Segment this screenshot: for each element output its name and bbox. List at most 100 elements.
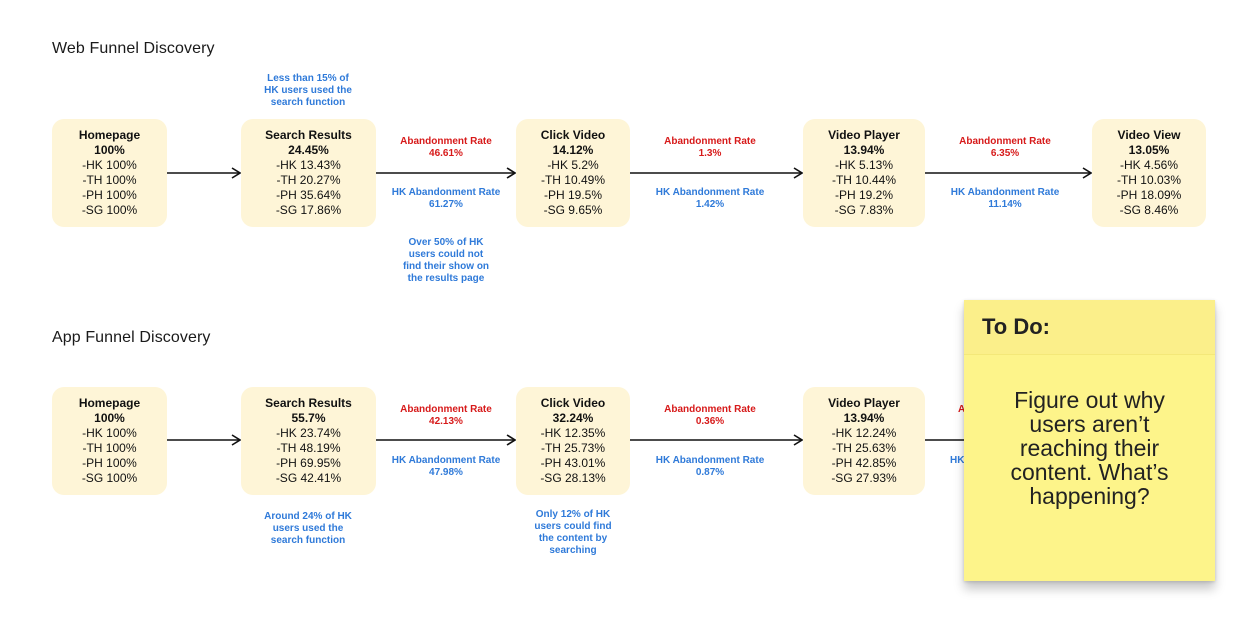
rate-value: 6.35% [990, 148, 1020, 159]
note-line: Over 50% of HK [408, 237, 484, 248]
node-row: -HK 12.35% [540, 426, 606, 440]
app-abandonment-rate-3-partial: A [958, 404, 966, 415]
rate-value: 42.13% [429, 416, 463, 427]
app-node-click-video: Click Video 32.24% -HK 12.35% -TH 25.73%… [516, 387, 630, 495]
rate-label: HK Abandonment Rate [391, 455, 501, 466]
sticky-note-line: users aren’t [1029, 411, 1150, 437]
node-row: -SG 9.65% [543, 203, 603, 217]
node-row: -TH 48.19% [276, 441, 341, 455]
node-row: -PH 100% [82, 188, 137, 202]
todo-sticky-note[interactable]: To Do: Figure out why users aren’t reach… [964, 300, 1215, 581]
app-hk-abandonment-rate-2: HK Abandonment Rate 0.87% [630, 455, 790, 479]
node-row: -PH 19.2% [834, 188, 894, 202]
web-abandonment-rate-1: Abandonment Rate 46.61% [376, 136, 516, 160]
node-percent: 14.12% [552, 143, 594, 157]
rate-value: 11.14% [988, 199, 1022, 210]
rate-label: HK Abandonment Rate [391, 187, 501, 198]
rate-value: 1.42% [695, 199, 725, 210]
node-row: -TH 25.63% [831, 441, 897, 455]
app-abandonment-rate-2: Abandonment Rate 0.36% [630, 404, 790, 428]
rate-label: Abandonment Rate [664, 136, 756, 147]
rate-label: Abandonment Rate [400, 404, 492, 415]
node-row: -TH 100% [82, 173, 137, 187]
web-hk-abandonment-rate-3: HK Abandonment Rate 11.14% [925, 187, 1085, 211]
rate-label: HK Abandonment Rate [655, 455, 765, 466]
rate-label: Abandonment Rate [959, 136, 1051, 147]
note-line: users could find [534, 521, 612, 532]
web-results-note: Over 50% of HK users could not find thei… [391, 237, 501, 285]
node-row: -HK 12.24% [831, 426, 897, 440]
node-row: -TH 20.27% [276, 173, 341, 187]
web-node-homepage: Homepage 100% -HK 100% -TH 100% -PH 100%… [52, 119, 167, 227]
node-percent: 24.45% [288, 143, 329, 157]
rate-value: 0.87% [695, 467, 725, 478]
node-row: -HK 5.2% [547, 158, 599, 172]
note-line: users could not [408, 249, 484, 260]
web-hk-abandonment-rate-2: HK Abandonment Rate 1.42% [630, 187, 790, 211]
node-row: -HK 100% [82, 158, 137, 172]
node-percent: 32.24% [552, 411, 594, 425]
node-title: Click Video [540, 128, 606, 142]
node-row: -SG 17.86% [275, 203, 342, 217]
node-row: -PH 42.85% [831, 456, 897, 470]
sticky-note-line: Figure out why [1014, 387, 1165, 413]
rate-label: Abandonment Rate [664, 404, 756, 415]
node-percent: 55.7% [291, 411, 326, 425]
node-row: -PH 43.01% [540, 456, 606, 470]
node-row: -PH 69.95% [276, 456, 341, 470]
web-node-video-view: Video View 13.05% -HK 4.56% -TH 10.03% -… [1092, 119, 1206, 227]
rate-value: 0.36% [695, 416, 725, 427]
note-line: users used the [272, 523, 344, 534]
app-abandonment-rate-1: Abandonment Rate 42.13% [376, 404, 516, 428]
node-row: -SG 27.93% [831, 471, 897, 485]
app-funnel-title: App Funnel Discovery [52, 329, 211, 346]
node-percent: 13.94% [843, 411, 885, 425]
node-row: -TH 10.03% [1116, 173, 1182, 187]
node-title: Video View [1117, 128, 1181, 142]
node-row: -TH 10.44% [831, 173, 897, 187]
node-row: -SG 7.83% [834, 203, 894, 217]
node-row: -HK 13.43% [276, 158, 341, 172]
sticky-note-line: content. What’s [1010, 459, 1169, 485]
node-row: -PH 100% [82, 456, 137, 470]
web-hk-abandonment-rate-1: HK Abandonment Rate 61.27% [376, 187, 516, 211]
node-title: Homepage [78, 396, 141, 410]
node-row: -TH 100% [82, 441, 137, 455]
node-percent: 100% [94, 143, 125, 157]
note-line: search function [270, 535, 346, 546]
web-funnel-title: Web Funnel Discovery [52, 40, 215, 57]
app-click-note: Only 12% of HK users could find the cont… [518, 509, 628, 557]
note-line: searching [549, 545, 597, 556]
node-title: Homepage [78, 128, 141, 142]
web-node-search-results: Search Results 24.45% -HK 13.43% -TH 20.… [241, 119, 376, 227]
app-node-search-results: Search Results 55.7% -HK 23.74% -TH 48.1… [241, 387, 376, 495]
note-line: the content by [538, 533, 608, 544]
node-row: -HK 5.13% [834, 158, 894, 172]
node-title: Video Player [828, 128, 900, 142]
app-node-video-player: Video Player 13.94% -HK 12.24% -TH 25.63… [803, 387, 925, 495]
sticky-note-body: Figure out why users aren’t reaching the… [964, 388, 1215, 508]
node-row: -SG 100% [81, 471, 138, 485]
web-node-video-player: Video Player 13.94% -HK 5.13% -TH 10.44%… [803, 119, 925, 227]
node-row: -SG 100% [81, 203, 138, 217]
node-row: -HK 23.74% [276, 426, 341, 440]
app-hk-abandonment-rate-1: HK Abandonment Rate 47.98% [376, 455, 516, 479]
app-node-homepage: Homepage 100% -HK 100% -TH 100% -PH 100%… [52, 387, 167, 495]
sticky-note-line: happening? [1029, 483, 1150, 509]
node-row: -PH 19.5% [543, 188, 603, 202]
note-line: Around 24% of HK [264, 511, 352, 522]
note-line: Less than 15% of [267, 73, 349, 84]
node-row: -TH 10.49% [540, 173, 606, 187]
node-percent: 13.05% [1128, 143, 1170, 157]
note-line: find their show on [402, 261, 490, 272]
rate-label: Abandonment Rate [400, 136, 492, 147]
web-node-click-video: Click Video 14.12% -HK 5.2% -TH 10.49% -… [516, 119, 630, 227]
web-search-note: Less than 15% of HK users used the searc… [253, 73, 363, 109]
node-row: -PH 18.09% [1116, 188, 1182, 202]
node-percent: 13.94% [843, 143, 885, 157]
sticky-note-header: To Do: [964, 300, 1215, 355]
rate-value: 46.61% [429, 148, 463, 159]
node-row: -HK 100% [82, 426, 137, 440]
note-line: HK users used the [264, 85, 352, 96]
